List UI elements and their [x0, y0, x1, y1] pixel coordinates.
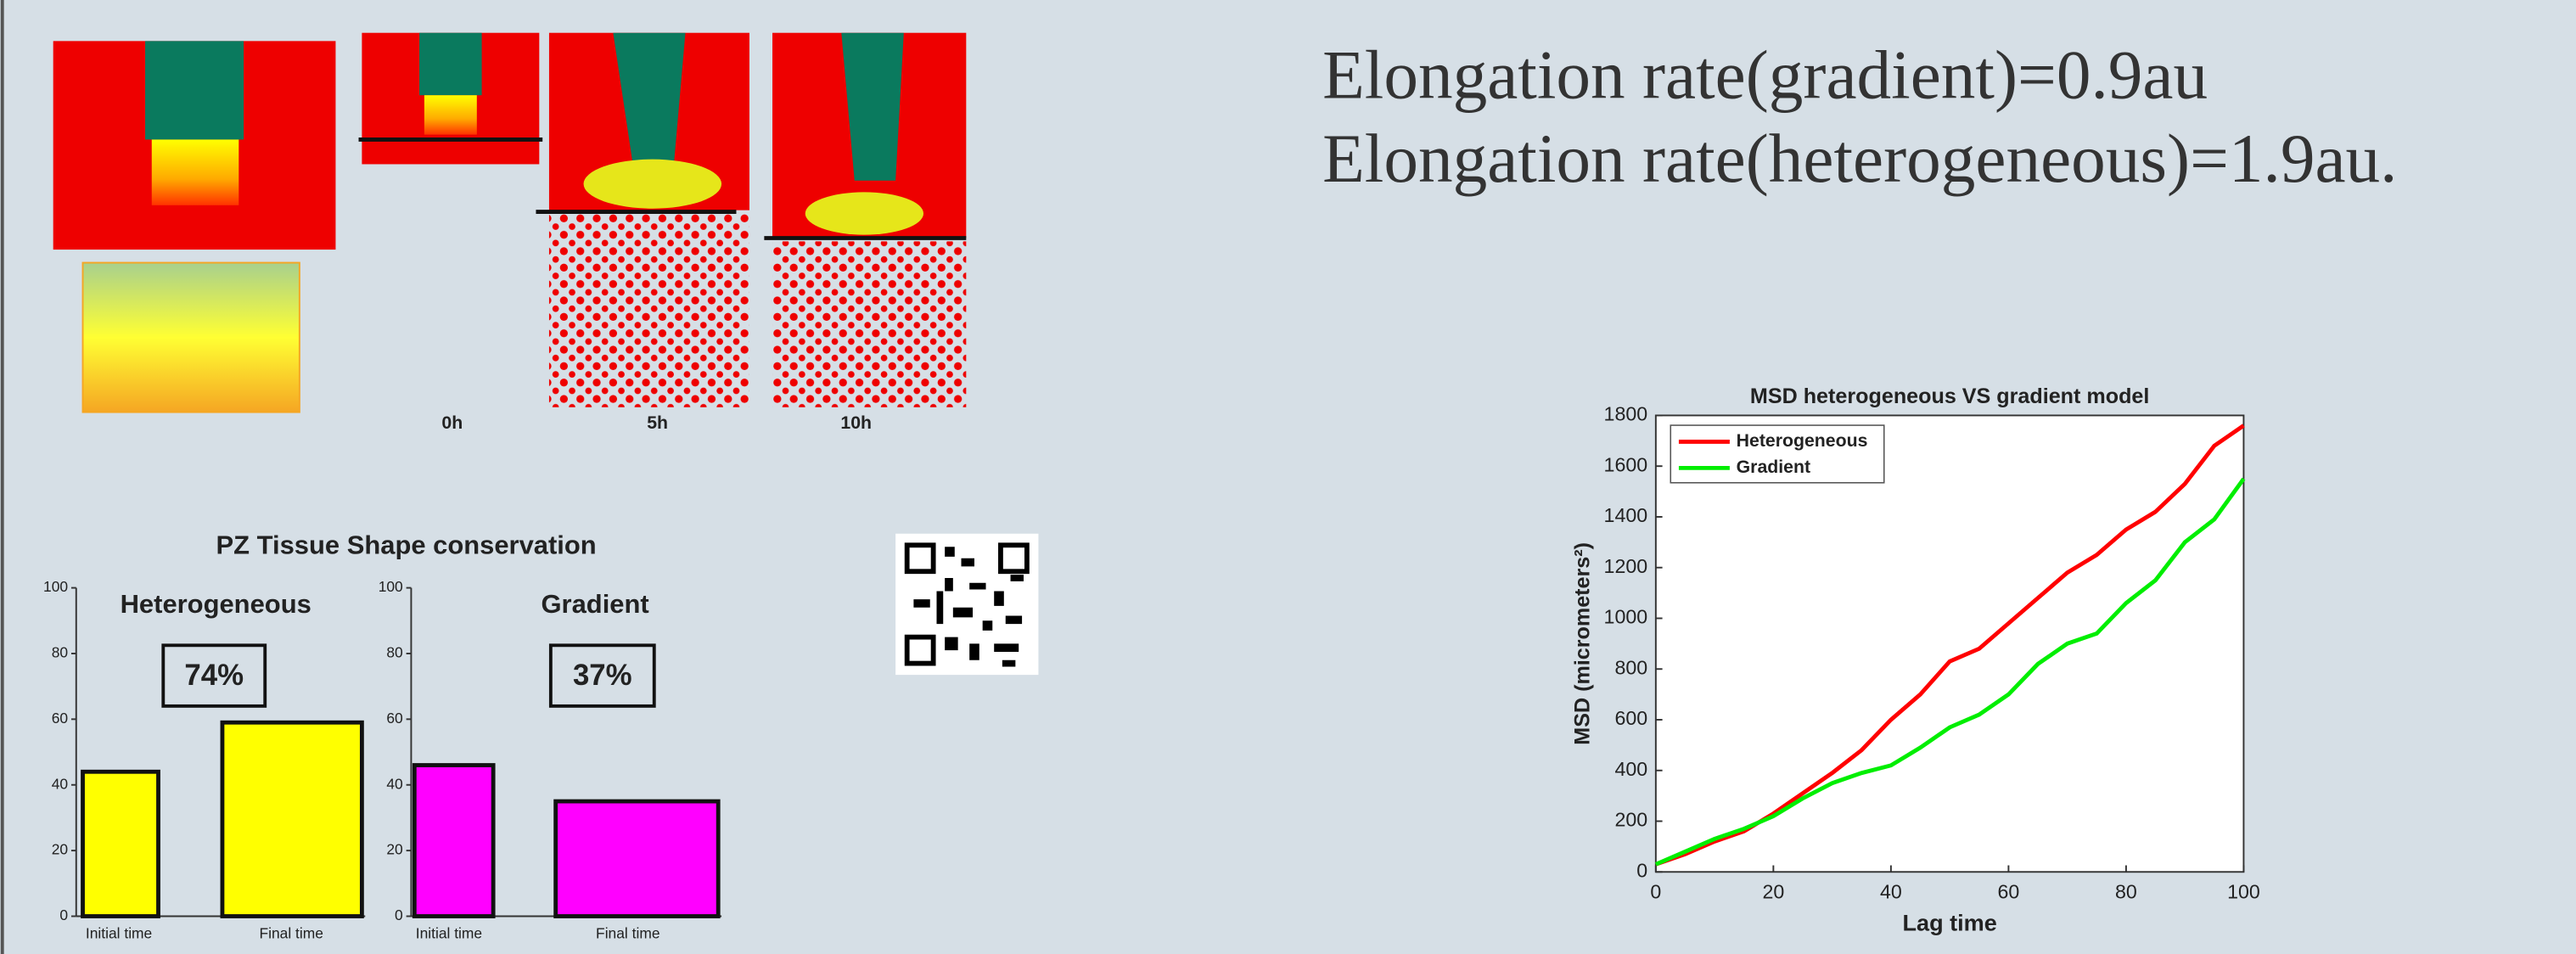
bar	[556, 801, 719, 916]
y-tick-label: 1400	[1604, 504, 1648, 526]
time-label: 0h	[441, 412, 463, 433]
x-tick-label: Initial time	[86, 924, 152, 941]
y-tick-label: 60	[52, 710, 68, 727]
x-tick-label: 0	[1650, 881, 1661, 903]
x-tick-label: Final time	[259, 924, 323, 941]
chart-title: Heterogeneous	[121, 589, 311, 619]
inset	[83, 263, 300, 412]
chart-title: MSD heterogeneous VS gradient model	[1750, 384, 2149, 408]
y-tick-label: 0	[59, 906, 68, 923]
y-tick-label: 1000	[1604, 606, 1648, 628]
x-axis-label: Lag time	[1902, 909, 1996, 935]
heading: Elongation rate(gradient)=0.9au	[1322, 36, 2208, 113]
y-tick-label: 400	[1614, 758, 1647, 780]
y-tick-label: 40	[386, 775, 402, 792]
tissue	[549, 213, 749, 407]
chart-title: Gradient	[541, 589, 648, 619]
qr-code	[895, 534, 1038, 675]
y-tick-label: 0	[1636, 859, 1647, 881]
y-tick-label: 600	[1614, 707, 1647, 729]
x-tick-label: 40	[1880, 881, 1902, 903]
heading: Elongation rate(heterogeneous)=1.9au.	[1322, 121, 2397, 197]
y-tick-label: 80	[386, 644, 402, 661]
tissue	[145, 41, 244, 139]
y-tick-label: 100	[43, 578, 68, 595]
y-tick-label: 800	[1614, 656, 1647, 678]
plot-area	[1656, 415, 2244, 872]
x-tick-label: 60	[1997, 881, 2019, 903]
annotation: 74%	[184, 659, 244, 692]
y-axis-label: MSD (micrometers²)	[1570, 542, 1594, 745]
tissue	[424, 95, 477, 134]
y-tick-label: 0	[395, 906, 403, 923]
y-tick-label: 40	[52, 775, 68, 792]
y-tick-label: 200	[1614, 809, 1647, 831]
x-tick-label: 80	[2115, 881, 2137, 903]
y-tick-label: 60	[386, 710, 402, 727]
y-tick-label: 1600	[1604, 453, 1648, 475]
y-tick-label: 20	[386, 841, 402, 858]
tissue	[152, 139, 239, 205]
bar	[222, 722, 362, 916]
bar	[83, 772, 159, 916]
y-tick-label: 80	[52, 644, 68, 661]
poster: 0h 5h 10h Elongation rate(gradient)=0.9a…	[0, 0, 2576, 954]
y-tick-label: 1800	[1604, 403, 1648, 425]
tissue	[772, 241, 966, 407]
bar	[414, 766, 493, 917]
tissue	[419, 33, 482, 96]
annotation: 37%	[573, 659, 632, 692]
y-tick-label: 100	[379, 578, 403, 595]
x-tick-label: 20	[1762, 881, 1784, 903]
legend-label: Gradient	[1737, 457, 1810, 477]
figure-title: PZ Tissue Shape conservation	[216, 530, 597, 559]
tissue	[805, 192, 923, 234]
x-tick-label: 100	[2227, 881, 2260, 903]
time-label: 5h	[647, 412, 668, 433]
legend-label: Heterogeneous	[1737, 430, 1868, 451]
time-label: 10h	[840, 412, 872, 433]
y-tick-label: 1200	[1604, 555, 1648, 577]
y-tick-label: 20	[52, 841, 68, 858]
x-tick-label: Final time	[596, 924, 659, 941]
tissue	[584, 160, 722, 209]
x-tick-label: Initial time	[416, 924, 482, 941]
